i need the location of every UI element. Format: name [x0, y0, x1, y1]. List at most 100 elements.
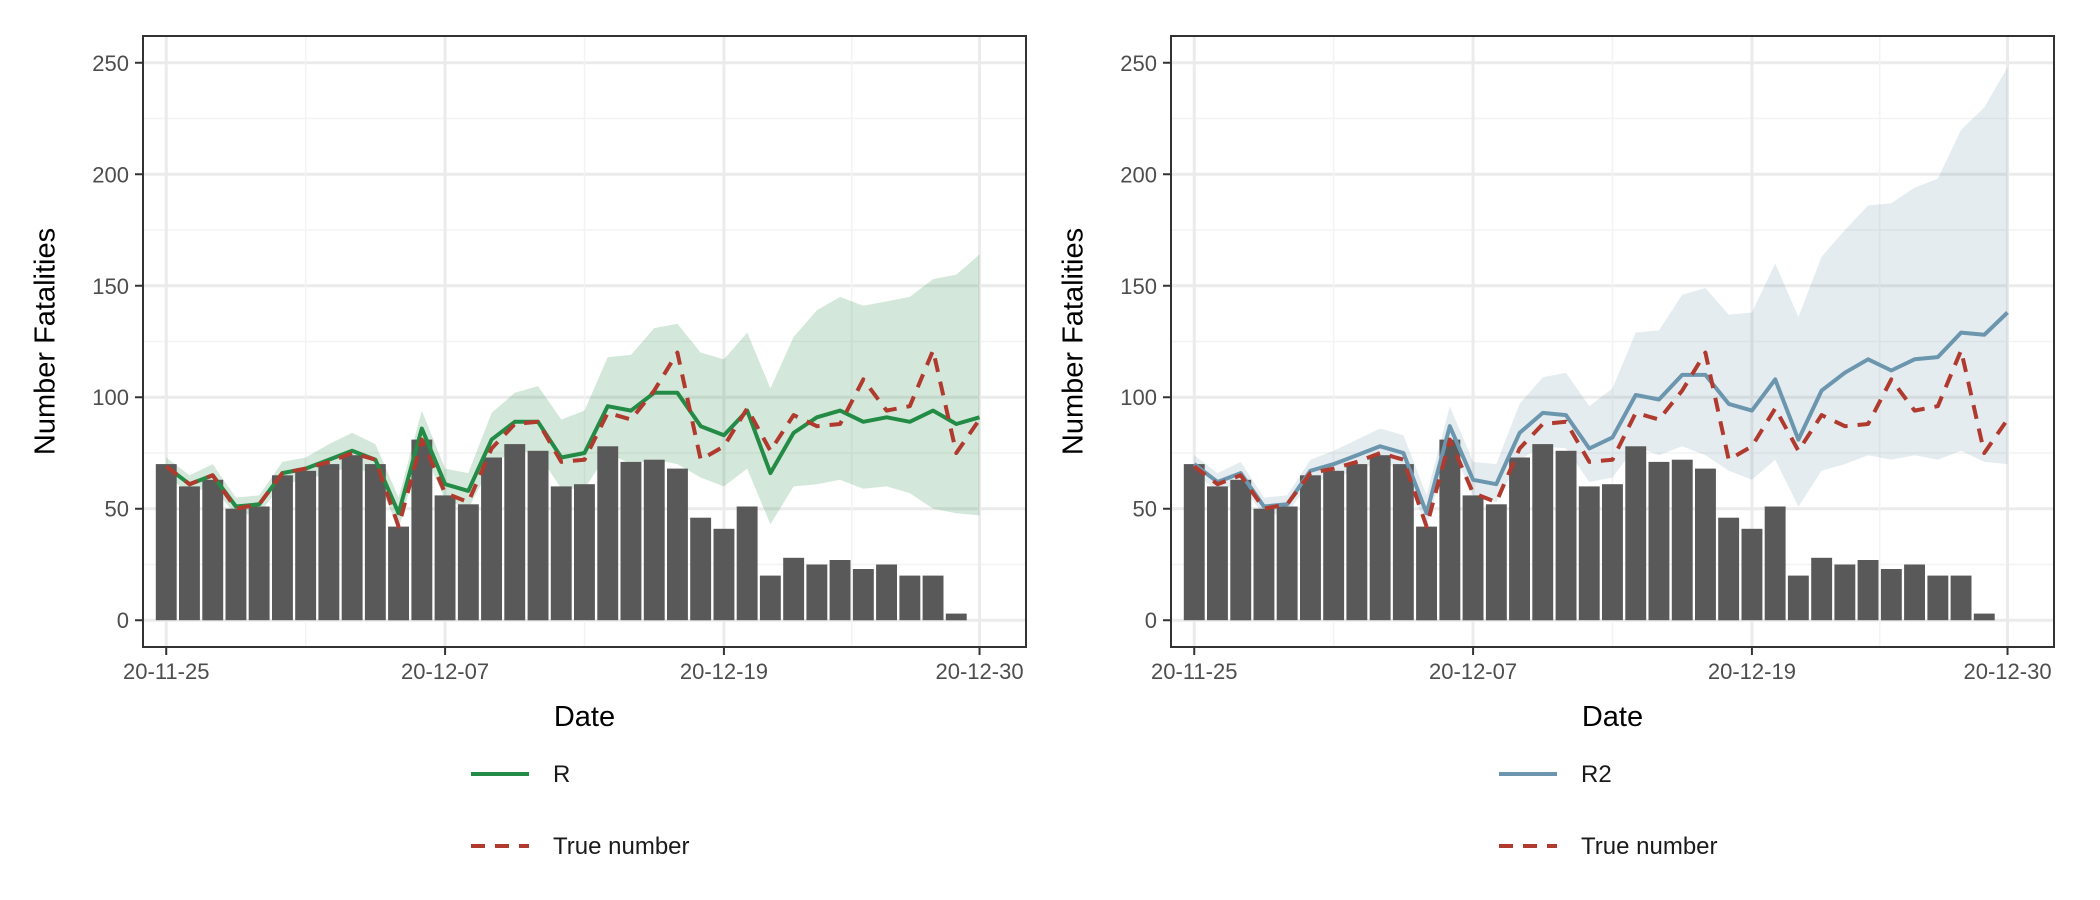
- bar: [574, 484, 595, 621]
- bar: [1230, 479, 1252, 621]
- bar: [1950, 575, 1972, 621]
- bar: [1207, 486, 1228, 621]
- panel-border: [142, 35, 1027, 648]
- bar: [1253, 508, 1275, 621]
- bar: [899, 575, 921, 621]
- true-number-line: [164, 348, 982, 529]
- bar: [1369, 455, 1391, 621]
- bar: [736, 506, 758, 621]
- y-tick-label: 50: [1133, 497, 1157, 522]
- bar: [759, 575, 781, 621]
- x-tick-label: 20-11-25: [123, 659, 209, 684]
- bar: [1276, 506, 1298, 621]
- bar: [434, 495, 456, 621]
- y-tick-label: 0: [1145, 608, 1157, 633]
- bar: [364, 464, 386, 621]
- bar: [1787, 575, 1809, 621]
- bar: [1300, 475, 1321, 621]
- y-tick-label: 50: [105, 497, 129, 522]
- bar: [318, 464, 340, 621]
- x-tick-label: 20-12-07: [401, 659, 489, 684]
- gridlines: [143, 36, 1026, 647]
- y-tick-label: 250: [92, 51, 129, 76]
- bar: [1880, 569, 1902, 621]
- bar: [457, 504, 479, 621]
- y-tick-label: 150: [1120, 274, 1157, 299]
- bar: [504, 444, 526, 621]
- legend: R2 True number: [1499, 761, 1718, 860]
- bar: [597, 446, 619, 621]
- bar: [667, 468, 688, 621]
- bar: [1718, 517, 1740, 621]
- y-tick-label: 200: [1120, 162, 1157, 187]
- bar: [1439, 439, 1461, 621]
- bar: [1183, 464, 1205, 621]
- bar: [1811, 557, 1833, 621]
- bar: [481, 457, 502, 621]
- legend-label: True number: [553, 833, 690, 860]
- series-line-r2: [1192, 311, 2009, 516]
- y-tick-label: 200: [92, 162, 129, 187]
- panel-border: [1170, 35, 2055, 648]
- legend-label: R: [553, 761, 570, 788]
- bar: [713, 528, 735, 621]
- bar: [806, 564, 828, 621]
- x-axis-title: Date: [554, 701, 615, 733]
- bar: [179, 486, 200, 621]
- bar: [272, 475, 293, 621]
- bar: [620, 461, 642, 621]
- bar: [1625, 446, 1647, 621]
- bar: [783, 557, 805, 621]
- y-tick-label: 100: [1120, 385, 1157, 410]
- y-tick-label: 150: [92, 274, 129, 299]
- y-axis-title: Number Fatalities: [30, 228, 62, 455]
- bar: [1578, 486, 1600, 621]
- bar: [1834, 564, 1856, 621]
- bars: [155, 439, 967, 621]
- bar: [1973, 613, 1995, 621]
- bar: [1671, 459, 1693, 621]
- bar: [1485, 504, 1507, 621]
- bar: [852, 569, 874, 621]
- bar: [1695, 468, 1716, 621]
- chart-panel-2: 0 50 100 150 200 250 20-11-25 20-12-07 20-12-19 2…: [1058, 35, 2055, 860]
- x-tick-label: 20-12-19: [1708, 659, 1796, 684]
- bar: [1462, 495, 1484, 621]
- x-tick-label: 20-12-30: [935, 659, 1023, 684]
- true-number-line: [1192, 348, 2010, 529]
- bar: [248, 506, 270, 621]
- bar: [1509, 457, 1530, 621]
- bar: [527, 450, 549, 621]
- bar: [388, 526, 409, 621]
- y-tick-label: 100: [92, 385, 129, 410]
- bar: [1764, 506, 1786, 621]
- bar: [411, 439, 433, 621]
- legend-label: R2: [1581, 761, 1612, 788]
- bar: [341, 455, 363, 621]
- bar: [1857, 560, 1879, 621]
- bar: [1904, 564, 1925, 621]
- bar: [1346, 464, 1368, 621]
- bar: [225, 508, 247, 621]
- bar: [945, 613, 967, 621]
- y-tick-label: 250: [1120, 51, 1157, 76]
- bar: [922, 575, 944, 621]
- bar: [1392, 464, 1414, 621]
- confidence-band: [1194, 67, 2008, 527]
- bar: [1648, 461, 1670, 621]
- y-tick-label: 0: [117, 608, 129, 633]
- bar: [1323, 470, 1345, 621]
- x-tick-label: 20-12-19: [680, 659, 768, 684]
- bar: [155, 464, 177, 621]
- bar: [690, 517, 712, 621]
- bars: [1183, 439, 1995, 621]
- bar: [1927, 575, 1949, 621]
- bar: [1416, 526, 1437, 621]
- bar: [643, 459, 665, 621]
- bar: [1532, 444, 1554, 621]
- x-axis-title: Date: [1582, 701, 1643, 733]
- bar: [295, 470, 317, 621]
- bar: [876, 564, 897, 621]
- chart-panel-1: 0 50 100 150 200 250 20-11-25 20-12-07 20-12-19 2…: [30, 35, 1027, 860]
